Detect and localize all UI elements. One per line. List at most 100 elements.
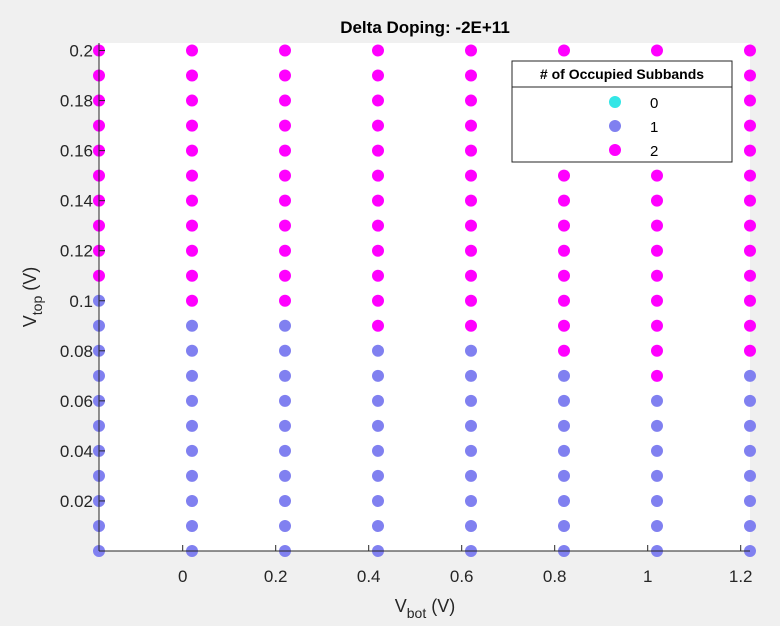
data-point-1-5 bbox=[186, 419, 198, 432]
legend-marker-0 bbox=[609, 96, 621, 108]
data-point-5-10 bbox=[558, 294, 570, 307]
data-point-7-13 bbox=[744, 219, 756, 232]
data-point-5-8 bbox=[558, 344, 570, 357]
data-point-6-20 bbox=[651, 44, 663, 57]
data-point-2-6 bbox=[279, 394, 291, 407]
data-point-6-1 bbox=[651, 519, 663, 532]
data-point-1-12 bbox=[186, 244, 198, 257]
data-point-3-4 bbox=[372, 444, 384, 457]
data-point-7-2 bbox=[744, 494, 756, 507]
data-point-7-7 bbox=[744, 369, 756, 382]
data-point-2-2 bbox=[279, 494, 291, 507]
y-tick-label: 0.14 bbox=[60, 192, 93, 211]
legend-label-0: 0 bbox=[650, 95, 658, 112]
data-point-1-11 bbox=[186, 269, 198, 282]
data-point-5-20 bbox=[558, 44, 570, 57]
data-point-1-19 bbox=[186, 69, 198, 82]
data-point-3-20 bbox=[372, 44, 384, 57]
data-point-2-17 bbox=[279, 119, 291, 132]
data-point-3-10 bbox=[372, 294, 384, 307]
data-point-6-11 bbox=[651, 269, 663, 282]
legend-title: # of Occupied Subbands bbox=[540, 66, 704, 82]
data-point-6-7 bbox=[651, 369, 663, 382]
data-point-2-3 bbox=[279, 469, 291, 482]
data-point-5-2 bbox=[558, 494, 570, 507]
data-point-2-13 bbox=[279, 219, 291, 232]
data-point-5-12 bbox=[558, 244, 570, 257]
data-point-3-5 bbox=[372, 419, 384, 432]
data-point-6-14 bbox=[651, 194, 663, 207]
data-point-4-7 bbox=[465, 369, 477, 382]
data-point-6-3 bbox=[651, 469, 663, 482]
data-point-4-20 bbox=[465, 44, 477, 57]
axes-layer bbox=[98, 43, 750, 552]
y-tick-label: 0.04 bbox=[60, 442, 93, 461]
data-point-3-6 bbox=[372, 394, 384, 407]
data-point-6-10 bbox=[651, 294, 663, 307]
data-point-1-6 bbox=[186, 394, 198, 407]
data-point-3-1 bbox=[372, 519, 384, 532]
y-tick-label: 0.16 bbox=[60, 142, 93, 161]
data-point-2-15 bbox=[279, 169, 291, 182]
data-point-3-14 bbox=[372, 194, 384, 207]
data-point-1-3 bbox=[186, 469, 198, 482]
data-point-4-18 bbox=[465, 94, 477, 107]
legend-label-1: 1 bbox=[650, 119, 658, 136]
data-point-6-15 bbox=[651, 169, 663, 182]
data-point-6-2 bbox=[651, 494, 663, 507]
data-point-7-3 bbox=[744, 469, 756, 482]
data-point-5-15 bbox=[558, 169, 570, 182]
data-point-3-17 bbox=[372, 119, 384, 132]
data-point-7-19 bbox=[744, 69, 756, 82]
data-point-5-1 bbox=[558, 519, 570, 532]
data-point-4-3 bbox=[465, 469, 477, 482]
data-point-6-8 bbox=[651, 344, 663, 357]
data-point-5-6 bbox=[558, 394, 570, 407]
data-point-7-16 bbox=[744, 144, 756, 157]
legend-entries: 0 1 2 bbox=[609, 95, 658, 160]
data-point-7-10 bbox=[744, 294, 756, 307]
legend-box bbox=[511, 60, 733, 163]
data-point-5-9 bbox=[558, 319, 570, 332]
data-point-4-5 bbox=[465, 419, 477, 432]
data-point-1-1 bbox=[186, 519, 198, 532]
data-point-6-5 bbox=[651, 419, 663, 432]
data-point-3-18 bbox=[372, 94, 384, 107]
legend: # of Occupied Subbands 0 1 2 bbox=[511, 60, 733, 163]
data-point-3-16 bbox=[372, 144, 384, 157]
x-tick-label: 1 bbox=[643, 567, 652, 586]
chart-title: Delta Doping: -2E+11 bbox=[340, 18, 510, 37]
y-tick-label: 0.2 bbox=[69, 42, 93, 61]
data-point-2-14 bbox=[279, 194, 291, 207]
data-point-6-6 bbox=[651, 394, 663, 407]
data-point-3-12 bbox=[372, 244, 384, 257]
data-point-4-17 bbox=[465, 119, 477, 132]
x-tick-label: 1.2 bbox=[729, 567, 753, 586]
data-point-4-14 bbox=[465, 194, 477, 207]
data-point-1-20 bbox=[186, 44, 198, 57]
x-axis-label: Vbot (V) bbox=[395, 596, 455, 621]
data-point-3-9 bbox=[372, 319, 384, 332]
data-point-4-8 bbox=[465, 344, 477, 357]
y-axis-label: Vtop (V) bbox=[20, 267, 45, 327]
data-point-4-15 bbox=[465, 169, 477, 182]
data-point-3-7 bbox=[372, 369, 384, 382]
data-point-4-12 bbox=[465, 244, 477, 257]
data-point-7-17 bbox=[744, 119, 756, 132]
data-point-4-4 bbox=[465, 444, 477, 457]
data-point-2-9 bbox=[279, 319, 291, 332]
data-point-7-8 bbox=[744, 344, 756, 357]
data-point-7-6 bbox=[744, 394, 756, 407]
data-point-1-16 bbox=[186, 144, 198, 157]
data-point-6-13 bbox=[651, 219, 663, 232]
data-point-7-18 bbox=[744, 94, 756, 107]
data-point-1-7 bbox=[186, 369, 198, 382]
x-tick-label: 0 bbox=[178, 567, 187, 586]
data-point-4-19 bbox=[465, 69, 477, 82]
y-tick-label: 0.06 bbox=[60, 392, 93, 411]
data-point-7-12 bbox=[744, 244, 756, 257]
data-point-2-11 bbox=[279, 269, 291, 282]
data-point-5-14 bbox=[558, 194, 570, 207]
data-point-2-18 bbox=[279, 94, 291, 107]
